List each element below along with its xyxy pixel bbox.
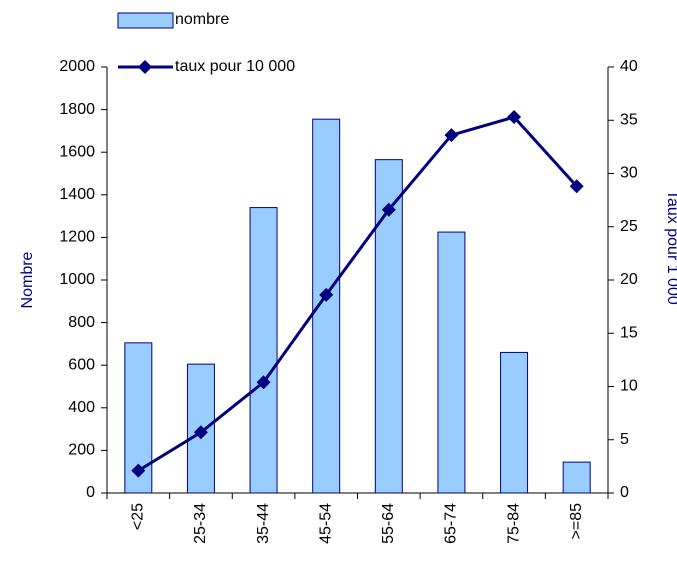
y-tick-label: 200	[68, 442, 95, 459]
y-tick-label: 0	[86, 484, 95, 501]
x-tick-label: 25-34	[192, 503, 209, 544]
legend-label: nombre	[175, 11, 229, 28]
x-tick-label: >=85	[568, 503, 585, 540]
y2-tick-label: 15	[620, 324, 638, 341]
x-tick-label: 55-64	[380, 503, 397, 544]
y-tick-label: 400	[68, 399, 95, 416]
y-tick-label: 1600	[59, 143, 95, 160]
bar	[500, 351, 529, 494]
y-tick-label: 1000	[59, 271, 95, 288]
marker	[256, 375, 271, 390]
y2-tick-label: 25	[620, 218, 638, 235]
y-tick-label: 800	[68, 314, 95, 331]
marker	[319, 287, 334, 302]
marker	[444, 128, 459, 143]
y-tick-label: 1200	[59, 229, 95, 246]
y2-tick-label: 30	[620, 165, 638, 182]
y-tick-label: 1400	[59, 186, 95, 203]
y2-tick-label: 20	[620, 271, 638, 288]
marker	[569, 179, 584, 194]
x-tick-label: 35-44	[255, 503, 272, 544]
marker	[131, 463, 146, 478]
y2-axis-title: Taux pour 1 000	[664, 190, 677, 305]
legend-swatch	[117, 12, 174, 29]
y-tick-label: 1800	[59, 101, 95, 118]
marker	[381, 202, 396, 217]
y-tick-label: 2000	[59, 58, 95, 75]
bar	[562, 461, 591, 494]
bar	[249, 207, 278, 494]
marker	[193, 425, 208, 440]
x-tick-label: 45-54	[317, 503, 334, 544]
x-tick-label: 65-74	[443, 503, 460, 544]
bar	[437, 231, 466, 494]
y2-tick-label: 40	[620, 58, 638, 75]
y-tick-label: 600	[68, 356, 95, 373]
y2-tick-label: 5	[620, 431, 629, 448]
x-tick-label: <25	[130, 503, 147, 530]
y2-tick-label: 10	[620, 378, 638, 395]
legend-label: taux pour 10 000	[175, 58, 295, 75]
x-tick-label: 75-84	[505, 503, 522, 544]
line	[137, 115, 578, 472]
legend-marker	[138, 60, 152, 74]
y2-tick-label: 35	[620, 111, 638, 128]
y-axis-title: Nombre	[19, 251, 36, 308]
marker	[507, 110, 522, 125]
y2-tick-label: 0	[620, 484, 629, 501]
